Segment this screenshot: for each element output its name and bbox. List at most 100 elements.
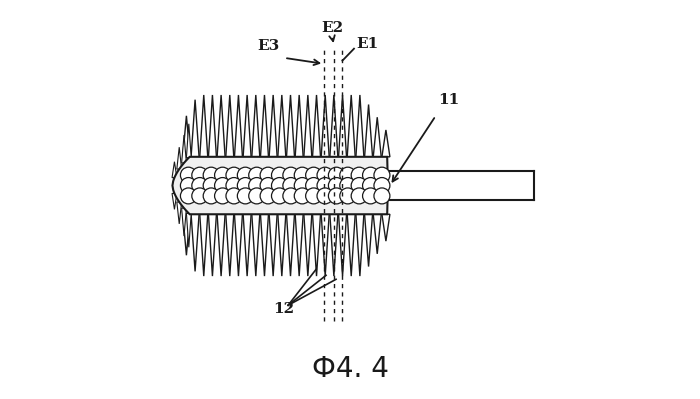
- Polygon shape: [217, 214, 225, 276]
- Circle shape: [181, 167, 197, 183]
- Circle shape: [248, 167, 265, 183]
- Circle shape: [363, 167, 379, 183]
- Circle shape: [283, 188, 299, 204]
- Polygon shape: [365, 105, 372, 157]
- Circle shape: [283, 178, 299, 194]
- Circle shape: [237, 178, 253, 194]
- Circle shape: [215, 188, 230, 204]
- Polygon shape: [365, 214, 372, 267]
- Circle shape: [203, 178, 219, 194]
- Circle shape: [328, 178, 344, 194]
- Polygon shape: [278, 214, 286, 276]
- Polygon shape: [339, 95, 346, 157]
- Circle shape: [248, 178, 265, 194]
- Polygon shape: [199, 214, 208, 276]
- Polygon shape: [177, 202, 181, 224]
- Polygon shape: [191, 100, 199, 157]
- Circle shape: [306, 188, 321, 204]
- Polygon shape: [243, 214, 251, 276]
- Polygon shape: [177, 147, 181, 169]
- Polygon shape: [172, 194, 177, 209]
- Text: E3: E3: [257, 39, 279, 53]
- Text: E1: E1: [356, 37, 378, 51]
- Circle shape: [363, 188, 379, 204]
- Circle shape: [237, 188, 253, 204]
- Polygon shape: [260, 214, 269, 276]
- Polygon shape: [183, 116, 190, 160]
- Polygon shape: [209, 95, 216, 157]
- Polygon shape: [330, 214, 338, 276]
- Polygon shape: [339, 214, 346, 276]
- Polygon shape: [312, 95, 321, 157]
- Polygon shape: [209, 214, 216, 276]
- Polygon shape: [304, 95, 312, 157]
- Polygon shape: [243, 95, 251, 157]
- Circle shape: [374, 178, 390, 194]
- Text: Ф4. 4: Ф4. 4: [312, 355, 388, 383]
- Polygon shape: [382, 130, 390, 157]
- Circle shape: [248, 188, 265, 204]
- Polygon shape: [186, 124, 191, 158]
- Circle shape: [192, 188, 208, 204]
- Polygon shape: [252, 95, 260, 157]
- Polygon shape: [286, 95, 295, 157]
- Polygon shape: [373, 117, 382, 157]
- Circle shape: [203, 167, 219, 183]
- Polygon shape: [278, 95, 286, 157]
- Circle shape: [215, 167, 230, 183]
- Polygon shape: [295, 95, 303, 157]
- Polygon shape: [356, 214, 364, 276]
- Circle shape: [340, 188, 356, 204]
- Polygon shape: [304, 214, 312, 276]
- Circle shape: [260, 178, 276, 194]
- Polygon shape: [226, 214, 234, 276]
- Polygon shape: [226, 95, 234, 157]
- Circle shape: [294, 167, 310, 183]
- Circle shape: [328, 167, 344, 183]
- Polygon shape: [321, 214, 329, 276]
- Circle shape: [283, 167, 299, 183]
- Circle shape: [181, 188, 197, 204]
- Polygon shape: [356, 95, 364, 157]
- Polygon shape: [183, 211, 190, 255]
- Circle shape: [317, 188, 333, 204]
- Polygon shape: [181, 208, 186, 236]
- Circle shape: [226, 167, 242, 183]
- Circle shape: [317, 167, 333, 183]
- Polygon shape: [234, 95, 242, 157]
- Polygon shape: [382, 214, 390, 241]
- Polygon shape: [373, 214, 382, 254]
- Polygon shape: [199, 95, 208, 157]
- Circle shape: [181, 178, 197, 194]
- Circle shape: [294, 188, 310, 204]
- Polygon shape: [286, 214, 295, 276]
- Circle shape: [374, 167, 390, 183]
- Circle shape: [272, 167, 288, 183]
- Polygon shape: [330, 95, 338, 157]
- Circle shape: [272, 188, 288, 204]
- Circle shape: [294, 178, 310, 194]
- Polygon shape: [172, 162, 177, 178]
- Circle shape: [363, 178, 379, 194]
- Polygon shape: [191, 214, 199, 271]
- Polygon shape: [347, 214, 355, 276]
- Polygon shape: [252, 214, 260, 276]
- Circle shape: [192, 167, 208, 183]
- Text: 11: 11: [438, 93, 459, 107]
- Circle shape: [317, 178, 333, 194]
- Polygon shape: [312, 214, 321, 276]
- Polygon shape: [186, 213, 191, 247]
- Circle shape: [260, 188, 276, 204]
- Circle shape: [215, 178, 230, 194]
- Polygon shape: [234, 214, 242, 276]
- Circle shape: [340, 167, 356, 183]
- Polygon shape: [217, 95, 225, 157]
- Circle shape: [260, 167, 276, 183]
- Polygon shape: [181, 135, 186, 163]
- Polygon shape: [270, 95, 277, 157]
- Polygon shape: [270, 214, 277, 276]
- Polygon shape: [295, 214, 303, 276]
- Circle shape: [226, 188, 242, 204]
- Polygon shape: [260, 95, 269, 157]
- Circle shape: [306, 167, 321, 183]
